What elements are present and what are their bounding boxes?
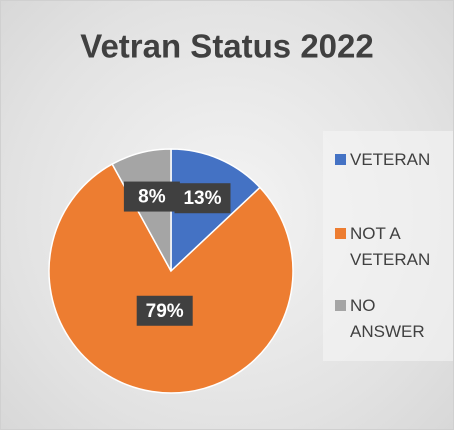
chart-title: Vetran Status 2022: [80, 28, 374, 65]
legend-label: VETERAN: [350, 150, 431, 169]
data-label: 79%: [136, 295, 193, 326]
pie-slice: [48, 163, 294, 394]
data-label-box: [174, 183, 231, 214]
data-label: 13%: [174, 183, 231, 214]
legend-label: NOT A VETERAN: [350, 224, 431, 269]
data-label-box: [136, 295, 193, 326]
data-label-text: 8%: [138, 187, 166, 208]
legend-swatch: [335, 228, 346, 239]
legend-swatch: [335, 154, 346, 165]
legend: VETERAN NOT A VETERAN NO ANSWER: [323, 131, 453, 361]
legend-swatch: [335, 300, 346, 311]
legend-label: NO ANSWER: [350, 296, 425, 341]
data-label: 8%: [123, 181, 180, 212]
legend-item: NOT A VETERAN: [335, 221, 443, 273]
legend-item: NO ANSWER: [335, 293, 443, 345]
data-label-box: [123, 181, 180, 212]
legend-item: VETERAN: [335, 147, 443, 173]
data-label-text: 79%: [146, 301, 184, 322]
data-label-text: 13%: [183, 188, 221, 209]
